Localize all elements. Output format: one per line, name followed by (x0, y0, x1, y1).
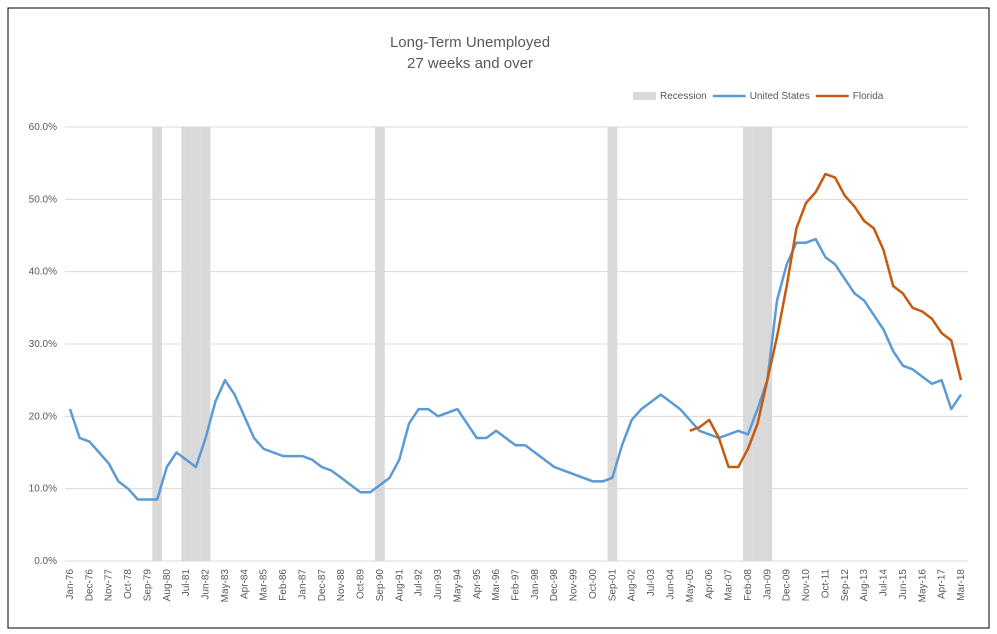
x-tick-label: May-94 (452, 569, 463, 603)
x-tick-label: Jan-98 (530, 569, 541, 600)
x-tick-label: Sep-79 (142, 569, 153, 602)
recession-band (375, 127, 385, 561)
x-tick-label: Jan-09 (762, 569, 773, 600)
x-tick-label: Sep-90 (375, 569, 386, 602)
x-tick-label: Nov-77 (104, 569, 115, 602)
x-tick-label: Nov-99 (569, 569, 580, 602)
data-line (68, 237, 963, 501)
x-tick-label: Dec-76 (84, 569, 95, 602)
x-tick-label: Aug-02 (627, 569, 638, 602)
recession-band (191, 127, 201, 561)
x-tick-label: Mar-18 (956, 569, 967, 601)
x-tick-label: Aug-91 (394, 569, 405, 602)
recession-band (181, 127, 192, 561)
x-tick-label: Jun-93 (433, 569, 444, 600)
x-tick-label: Mar-96 (491, 569, 502, 601)
y-tick-label: 0.0% (34, 556, 57, 567)
x-tick-label: Feb-97 (511, 569, 522, 601)
x-tick-label: May-05 (685, 569, 696, 603)
x-tick-label: Apr-95 (472, 569, 483, 599)
x-tick-label: Jul-14 (879, 569, 890, 597)
legend-label: Florida (853, 91, 884, 102)
recession-band (200, 127, 211, 561)
x-tick-label: Mar-07 (724, 569, 735, 601)
x-tick-label: Dec-09 (782, 569, 793, 602)
x-tick-label: Sep-01 (607, 569, 618, 602)
x-tick-label: Jul-03 (646, 569, 657, 597)
x-tick-label: Apr-84 (239, 569, 250, 599)
x-tick-label: Jun-82 (201, 569, 212, 600)
y-tick-label: 20.0% (29, 411, 57, 422)
x-tick-label: Jan-87 (297, 569, 308, 600)
x-tick-label: Nov-88 (336, 569, 347, 602)
x-tick-label: Jan-76 (65, 569, 76, 600)
recession-band (752, 127, 763, 561)
recession-band (743, 127, 753, 561)
x-tick-label: Oct-89 (356, 569, 367, 599)
x-tick-label: Apr-06 (704, 569, 715, 599)
recession-band (762, 127, 773, 561)
x-tick-label: May-16 (917, 569, 928, 603)
x-tick-label: Jun-15 (898, 569, 909, 600)
legend-label: Recession (660, 91, 707, 102)
x-tick-label: Jun-04 (665, 569, 676, 600)
x-tick-label: Sep-12 (840, 569, 851, 602)
y-tick-label: 50.0% (29, 194, 57, 205)
chart-title: Long-Term Unemployed (390, 34, 550, 51)
x-tick-label: Oct-11 (820, 569, 831, 599)
y-tick-label: 10.0% (29, 484, 57, 495)
x-tick-label: Oct-78 (123, 569, 134, 599)
x-tick-label: Dec-87 (317, 569, 328, 602)
y-tick-label: 30.0% (29, 339, 57, 350)
y-tick-label: 40.0% (29, 267, 57, 278)
x-tick-label: Oct-00 (588, 569, 599, 599)
chart-frame (7, 7, 990, 629)
recession-band (607, 127, 618, 561)
x-tick-label: Apr-17 (937, 569, 948, 599)
x-tick-label: Feb-08 (743, 569, 754, 601)
x-tick-label: Aug-13 (859, 569, 870, 602)
x-tick-label: Feb-86 (278, 569, 289, 601)
recession-band (152, 127, 163, 561)
x-tick-label: Mar-85 (259, 569, 270, 601)
chart-subtitle: 27 weeks and over (407, 55, 533, 72)
x-tick-label: Jul-92 (414, 569, 425, 597)
x-tick-label: Jul-81 (181, 569, 192, 597)
data-line (689, 172, 963, 469)
x-tick-label: May-83 (220, 569, 231, 603)
legend-label: United States (750, 91, 810, 102)
x-tick-label: Aug-80 (162, 569, 173, 602)
x-tick-label: Nov-10 (801, 569, 812, 602)
x-tick-label: Dec-98 (549, 569, 560, 602)
legend-swatch (633, 92, 656, 100)
y-tick-label: 60.0% (29, 122, 57, 133)
